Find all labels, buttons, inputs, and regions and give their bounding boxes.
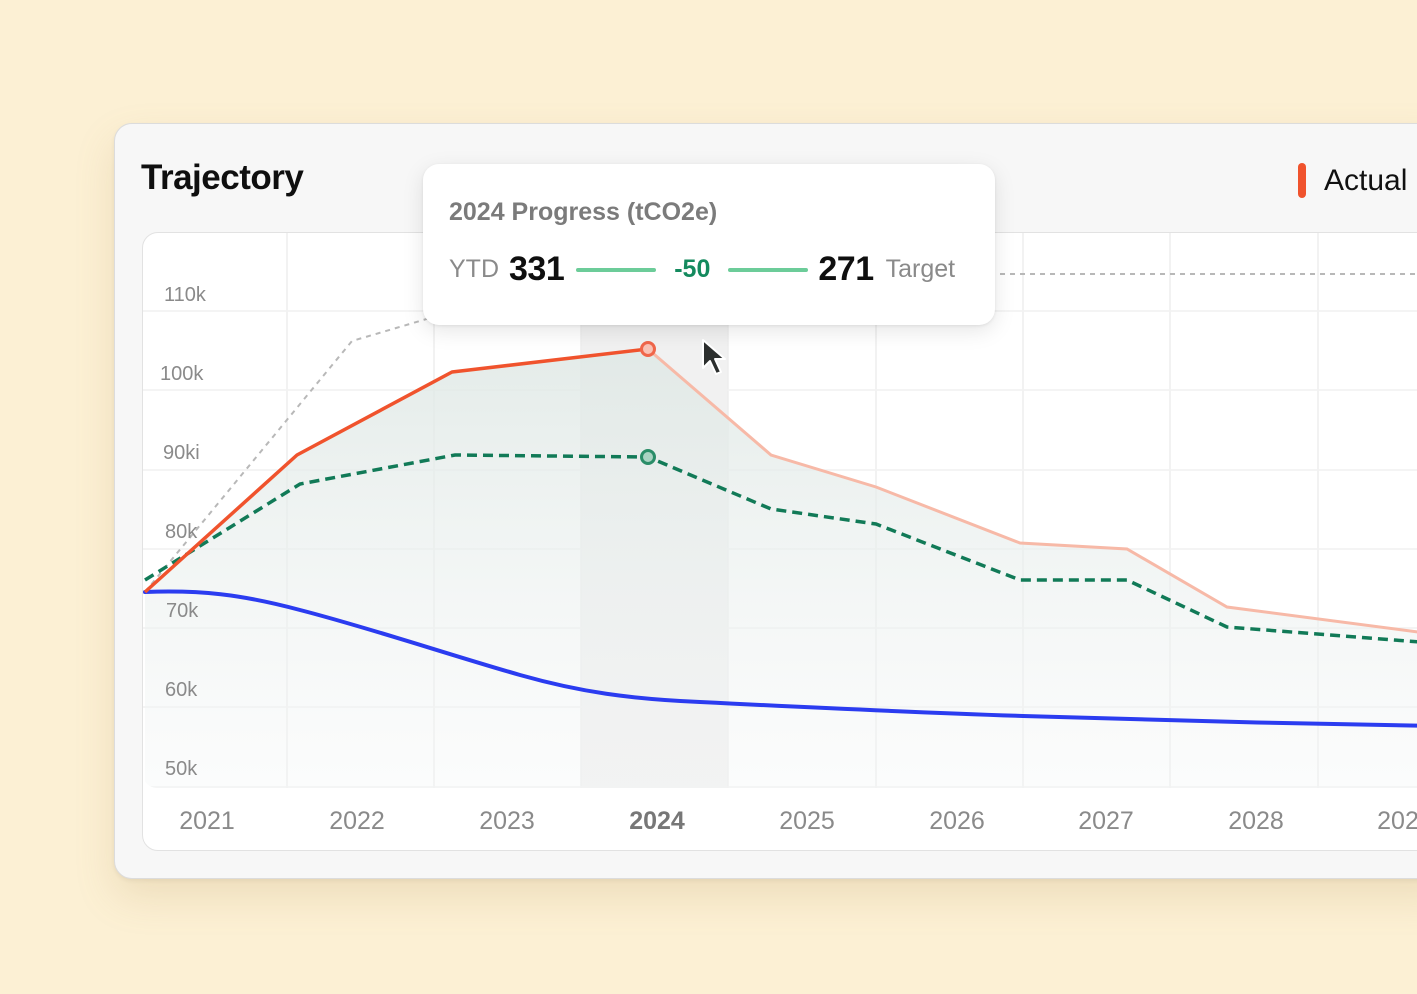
y-tick-label: 90ki bbox=[163, 442, 200, 464]
y-tick-label: 60k bbox=[165, 679, 198, 701]
tooltip-target-value: 271 bbox=[818, 250, 874, 288]
tooltip-ytd-value: 331 bbox=[509, 250, 565, 288]
target-marker-2024[interactable] bbox=[640, 449, 656, 465]
x-tick-label: 2021 bbox=[179, 807, 235, 835]
mouse-pointer-icon bbox=[702, 339, 726, 375]
baseline-line bbox=[143, 589, 1417, 728]
target-line bbox=[144, 453, 1417, 645]
x-tick-label: 2022 bbox=[329, 807, 385, 835]
actual-area-fill bbox=[145, 349, 1417, 788]
tooltip-target-label: Target bbox=[885, 255, 956, 283]
y-tick-label: 100k bbox=[160, 363, 204, 385]
actual-projected-line bbox=[647, 347, 1417, 636]
legend: Actual bbox=[1298, 163, 1407, 198]
tooltip-title: 2024 Progress (tCO2e) bbox=[449, 198, 718, 226]
x-tick-label-active[interactable]: 2024 bbox=[629, 807, 685, 835]
x-tick-label: 2026 bbox=[929, 807, 985, 835]
tooltip-progress-row: YTD 331 -50 271 Target bbox=[449, 250, 955, 289]
y-tick-label: 50k bbox=[165, 758, 198, 780]
tooltip-connector-line bbox=[576, 267, 657, 272]
y-tick-label: 80k bbox=[165, 521, 198, 543]
x-tick-label: 202 bbox=[1377, 807, 1417, 835]
legend-actual-label[interactable]: Actual bbox=[1324, 163, 1408, 197]
x-tick-label: 2027 bbox=[1078, 807, 1134, 835]
y-tick-label: 70k bbox=[166, 600, 199, 622]
legend-actual-swatch bbox=[1298, 163, 1306, 198]
card-title: Trajectory bbox=[141, 158, 304, 197]
x-tick-label: 2023 bbox=[479, 807, 535, 835]
x-tick-label: 2025 bbox=[779, 807, 835, 835]
tooltip-connector-line bbox=[728, 267, 809, 272]
tooltip-ytd-label: YTD bbox=[449, 255, 499, 283]
actual-marker-2024[interactable] bbox=[640, 341, 656, 357]
tooltip-delta-value: -50 bbox=[674, 255, 711, 283]
actual-line bbox=[143, 347, 649, 594]
progress-tooltip: 2024 Progress (tCO2e) YTD 331 -50 271 Ta… bbox=[423, 164, 995, 325]
y-tick-label: 110k bbox=[164, 284, 206, 306]
x-tick-label: 2028 bbox=[1228, 807, 1284, 835]
